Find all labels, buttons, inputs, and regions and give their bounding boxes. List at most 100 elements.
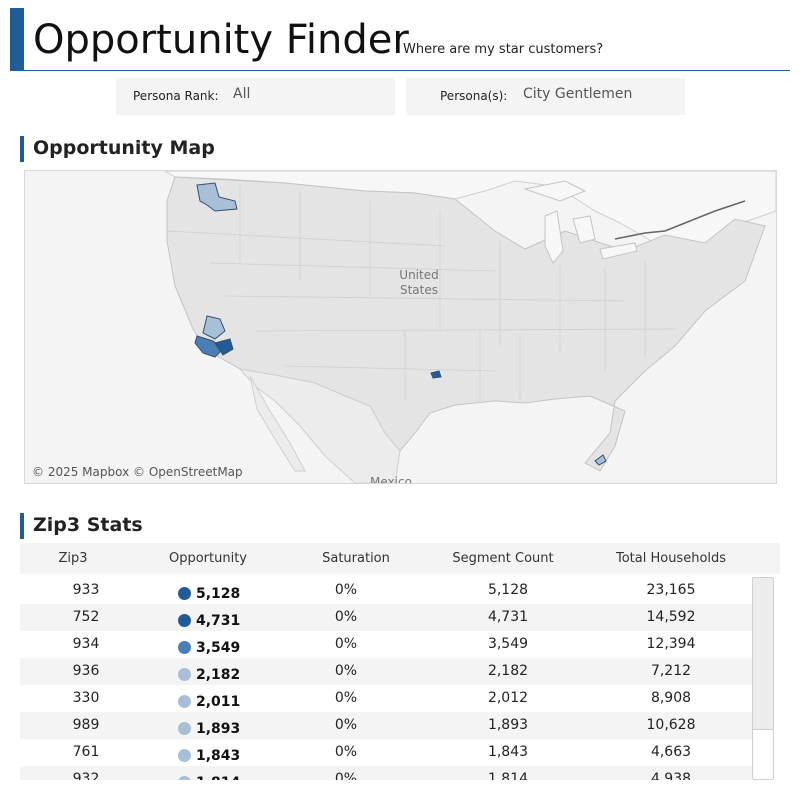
- opportunity-value: 4,731: [196, 613, 241, 629]
- map-section-title: Opportunity Map: [33, 137, 215, 159]
- cell-opportunity: 5,128: [178, 583, 240, 602]
- cell-segment-count: 1,843: [487, 744, 529, 760]
- header-accent-bar: [10, 8, 24, 70]
- cell-zip3: 989: [72, 717, 100, 733]
- cell-saturation: 0%: [334, 771, 358, 780]
- st-lawrence-river: [614, 200, 746, 240]
- table-row[interactable]: 761 1,843 0% 1,843 4,663: [20, 739, 752, 766]
- table-body: 933 5,128 0% 5,128 23,165 752 4,731 0% 4,731 14,5…: [20, 577, 752, 780]
- opportunity-value: 5,128: [196, 586, 241, 602]
- table-scrollbar[interactable]: [752, 577, 774, 780]
- scrollbar-thumb[interactable]: [753, 578, 773, 730]
- mexico-land: [238, 368, 401, 483]
- opportunity-dot-icon: [178, 776, 191, 780]
- baja-land: [249, 375, 306, 472]
- cell-saturation: 0%: [334, 609, 358, 625]
- col-header-segment-count[interactable]: Segment Count: [452, 551, 554, 566]
- persona-rank-filter[interactable]: Persona Rank: All: [116, 78, 395, 115]
- col-header-total-households[interactable]: Total Households: [615, 551, 727, 566]
- cell-opportunity: 3,549: [178, 637, 240, 656]
- cell-segment-count: 5,128: [487, 582, 529, 598]
- label-states: States: [400, 283, 438, 297]
- cell-opportunity: 2,182: [178, 664, 240, 683]
- map-attribution[interactable]: © 2025 Mapbox © OpenStreetMap: [32, 465, 243, 479]
- opportunity-value: 2,182: [196, 667, 241, 683]
- cell-opportunity: 1,843: [178, 745, 240, 764]
- personas-label: Persona(s):: [440, 89, 508, 103]
- lake-huron: [572, 215, 596, 244]
- lake-erie: [599, 242, 638, 260]
- cell-opportunity: 4,731: [178, 610, 240, 629]
- opportunity-dot-icon: [178, 749, 191, 762]
- stats-section-title: Zip3 Stats: [33, 514, 143, 536]
- opportunity-dot-icon: [178, 668, 191, 681]
- cell-segment-count: 4,731: [487, 609, 529, 625]
- cell-segment-count: 1,893: [487, 717, 529, 733]
- cell-saturation: 0%: [334, 636, 358, 652]
- col-header-saturation[interactable]: Saturation: [322, 551, 390, 566]
- cell-total-households: 7,212: [650, 663, 692, 679]
- cell-saturation: 0%: [334, 690, 358, 706]
- table-row[interactable]: 752 4,731 0% 4,731 14,592: [20, 604, 752, 631]
- opportunity-dot-icon: [178, 614, 191, 627]
- opportunity-dot-icon: [178, 641, 191, 654]
- col-header-zip3[interactable]: Zip3: [58, 551, 88, 566]
- personas-filter[interactable]: Persona(s): City Gentlemen: [406, 78, 685, 115]
- cell-saturation: 0%: [334, 744, 358, 760]
- col-header-opportunity[interactable]: Opportunity: [168, 551, 248, 566]
- cell-zip3: 752: [72, 609, 100, 625]
- stats-section-bar: [20, 513, 24, 539]
- cell-zip3: 933: [72, 582, 100, 598]
- table-row[interactable]: 330 2,011 0% 2,012 8,908: [20, 685, 752, 712]
- opportunity-dot-icon: [178, 722, 191, 735]
- cell-zip3: 932: [72, 771, 100, 780]
- map-canvas: United States Mexico: [164, 171, 776, 483]
- region-934[interactable]: [214, 338, 234, 356]
- region-752[interactable]: [430, 370, 442, 379]
- cell-zip3: 330: [72, 690, 100, 706]
- cell-total-households: 4,938: [650, 771, 692, 780]
- opportunity-value: 2,011: [196, 694, 241, 710]
- cell-total-households: 23,165: [646, 582, 696, 598]
- table-row[interactable]: 933 5,128 0% 5,128 23,165: [20, 577, 752, 604]
- opportunity-value: 1,893: [196, 721, 241, 737]
- cell-saturation: 0%: [334, 582, 358, 598]
- region-933[interactable]: [194, 335, 224, 358]
- cell-total-households: 4,663: [650, 744, 692, 760]
- region-seattle[interactable]: [196, 182, 238, 212]
- table-row[interactable]: 932 1,814 0% 1,814 4,938: [20, 766, 752, 780]
- cell-opportunity: 1,893: [178, 718, 240, 737]
- table-row[interactable]: 989 1,893 0% 1,893 10,628: [20, 712, 752, 739]
- personas-value[interactable]: City Gentlemen: [523, 86, 633, 102]
- table-row[interactable]: 936 2,182 0% 2,182 7,212: [20, 658, 752, 685]
- cell-segment-count: 2,012: [487, 690, 529, 706]
- cell-total-households: 14,592: [646, 609, 696, 625]
- map-section-bar: [20, 136, 24, 162]
- cell-total-households: 10,628: [646, 717, 696, 733]
- opportunity-value: 3,549: [196, 640, 241, 656]
- cell-segment-count: 3,549: [487, 636, 529, 652]
- persona-rank-value[interactable]: All: [233, 86, 251, 102]
- opportunity-value: 1,843: [196, 748, 241, 764]
- table-header: Zip3 Opportunity Saturation Segment Coun…: [20, 543, 780, 574]
- page-subtitle: Where are my star customers?: [403, 42, 604, 57]
- region-central-valley[interactable]: [202, 315, 226, 340]
- cell-opportunity: 2,011: [178, 691, 240, 710]
- persona-rank-label: Persona Rank:: [133, 89, 219, 103]
- table-row[interactable]: 934 3,549 0% 3,549 12,394: [20, 631, 752, 658]
- cell-opportunity: 1,814: [178, 772, 240, 780]
- state-borders: [166, 186, 676, 403]
- opportunity-map[interactable]: United States Mexico © 2025 Mapbox © Ope…: [24, 170, 777, 484]
- cell-zip3: 936: [72, 663, 100, 679]
- region-330[interactable]: [594, 454, 607, 466]
- opportunity-value: 1,814: [196, 775, 240, 780]
- lake-michigan: [544, 210, 564, 264]
- cell-saturation: 0%: [334, 663, 358, 679]
- lake-superior: [523, 180, 587, 202]
- label-mexico: Mexico: [370, 475, 412, 483]
- cell-segment-count: 2,182: [487, 663, 529, 679]
- opportunity-dot-icon: [178, 695, 191, 708]
- cell-zip3: 761: [72, 744, 100, 760]
- cell-zip3: 934: [72, 636, 100, 652]
- cell-total-households: 8,908: [650, 690, 692, 706]
